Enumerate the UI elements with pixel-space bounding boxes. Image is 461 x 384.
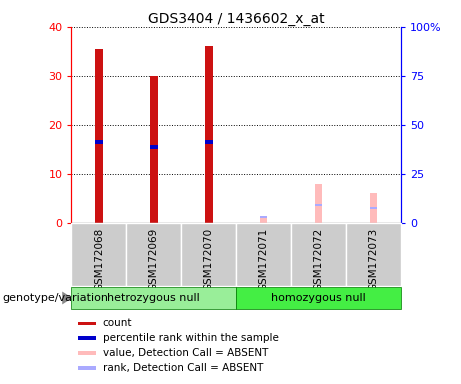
Bar <box>78 336 96 340</box>
Text: rank, Detection Call = ABSENT: rank, Detection Call = ABSENT <box>103 363 263 373</box>
Text: hetrozygous null: hetrozygous null <box>107 293 200 303</box>
FancyBboxPatch shape <box>291 223 346 286</box>
FancyBboxPatch shape <box>236 223 291 286</box>
Text: genotype/variation: genotype/variation <box>2 293 108 303</box>
Text: GSM172073: GSM172073 <box>369 228 378 291</box>
Text: GSM172071: GSM172071 <box>259 228 269 291</box>
Text: GSM172072: GSM172072 <box>313 228 324 291</box>
Bar <box>370 207 377 209</box>
Bar <box>205 140 213 144</box>
Bar <box>260 216 267 218</box>
Bar <box>95 49 103 223</box>
FancyBboxPatch shape <box>181 223 236 286</box>
Bar <box>150 145 158 149</box>
Polygon shape <box>62 291 72 305</box>
Bar <box>78 321 96 325</box>
Text: count: count <box>103 318 132 328</box>
Bar <box>315 204 322 206</box>
Text: homozygous null: homozygous null <box>271 293 366 303</box>
FancyBboxPatch shape <box>126 223 181 286</box>
FancyBboxPatch shape <box>236 287 401 309</box>
Bar <box>78 351 96 355</box>
Bar <box>315 184 322 223</box>
Bar <box>95 140 103 144</box>
Text: GSM172069: GSM172069 <box>149 228 159 291</box>
FancyBboxPatch shape <box>346 223 401 286</box>
Bar <box>78 366 96 370</box>
Title: GDS3404 / 1436602_x_at: GDS3404 / 1436602_x_at <box>148 12 325 26</box>
Bar <box>260 218 267 223</box>
FancyBboxPatch shape <box>71 287 236 309</box>
Text: percentile rank within the sample: percentile rank within the sample <box>103 333 278 343</box>
Text: GSM172070: GSM172070 <box>204 228 214 291</box>
Bar <box>205 46 213 223</box>
Text: value, Detection Call = ABSENT: value, Detection Call = ABSENT <box>103 348 268 358</box>
FancyBboxPatch shape <box>71 223 126 286</box>
Bar <box>370 194 377 223</box>
Bar <box>150 76 158 223</box>
Text: GSM172068: GSM172068 <box>94 228 104 291</box>
